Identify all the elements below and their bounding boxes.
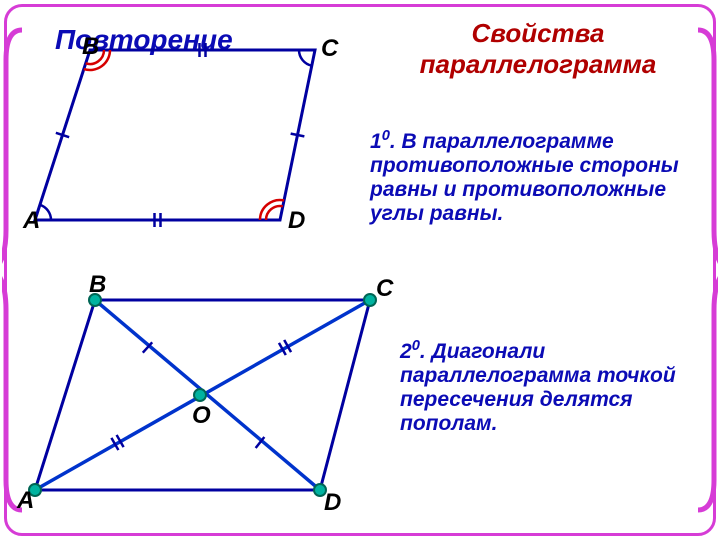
property-1-text: 10. В параллелограмме противоположные ст…: [370, 128, 700, 226]
svg-text:А: А: [16, 487, 34, 514]
title-properties: Свойства параллелограмма: [368, 18, 708, 80]
svg-text:В: В: [89, 271, 106, 298]
bracket-right: [688, 0, 718, 540]
svg-text:О: О: [192, 402, 211, 429]
prop1-rest: . В параллелограмме противоположные стор…: [370, 130, 679, 225]
title-right-l2: параллелограмма: [420, 49, 657, 79]
property-2-text: 20. Диагонали параллелограмма точкой пер…: [400, 338, 700, 436]
title-right-l1: Свойства: [472, 18, 605, 48]
prop2-sup: 0: [412, 338, 420, 354]
diagram-2: А В С D О: [0, 0, 400, 540]
svg-text:D: D: [324, 489, 341, 516]
prop2-num: 2: [400, 340, 412, 363]
prop2-rest: . Диагонали параллелограмма точкой перес…: [400, 340, 676, 435]
svg-text:С: С: [376, 275, 394, 302]
